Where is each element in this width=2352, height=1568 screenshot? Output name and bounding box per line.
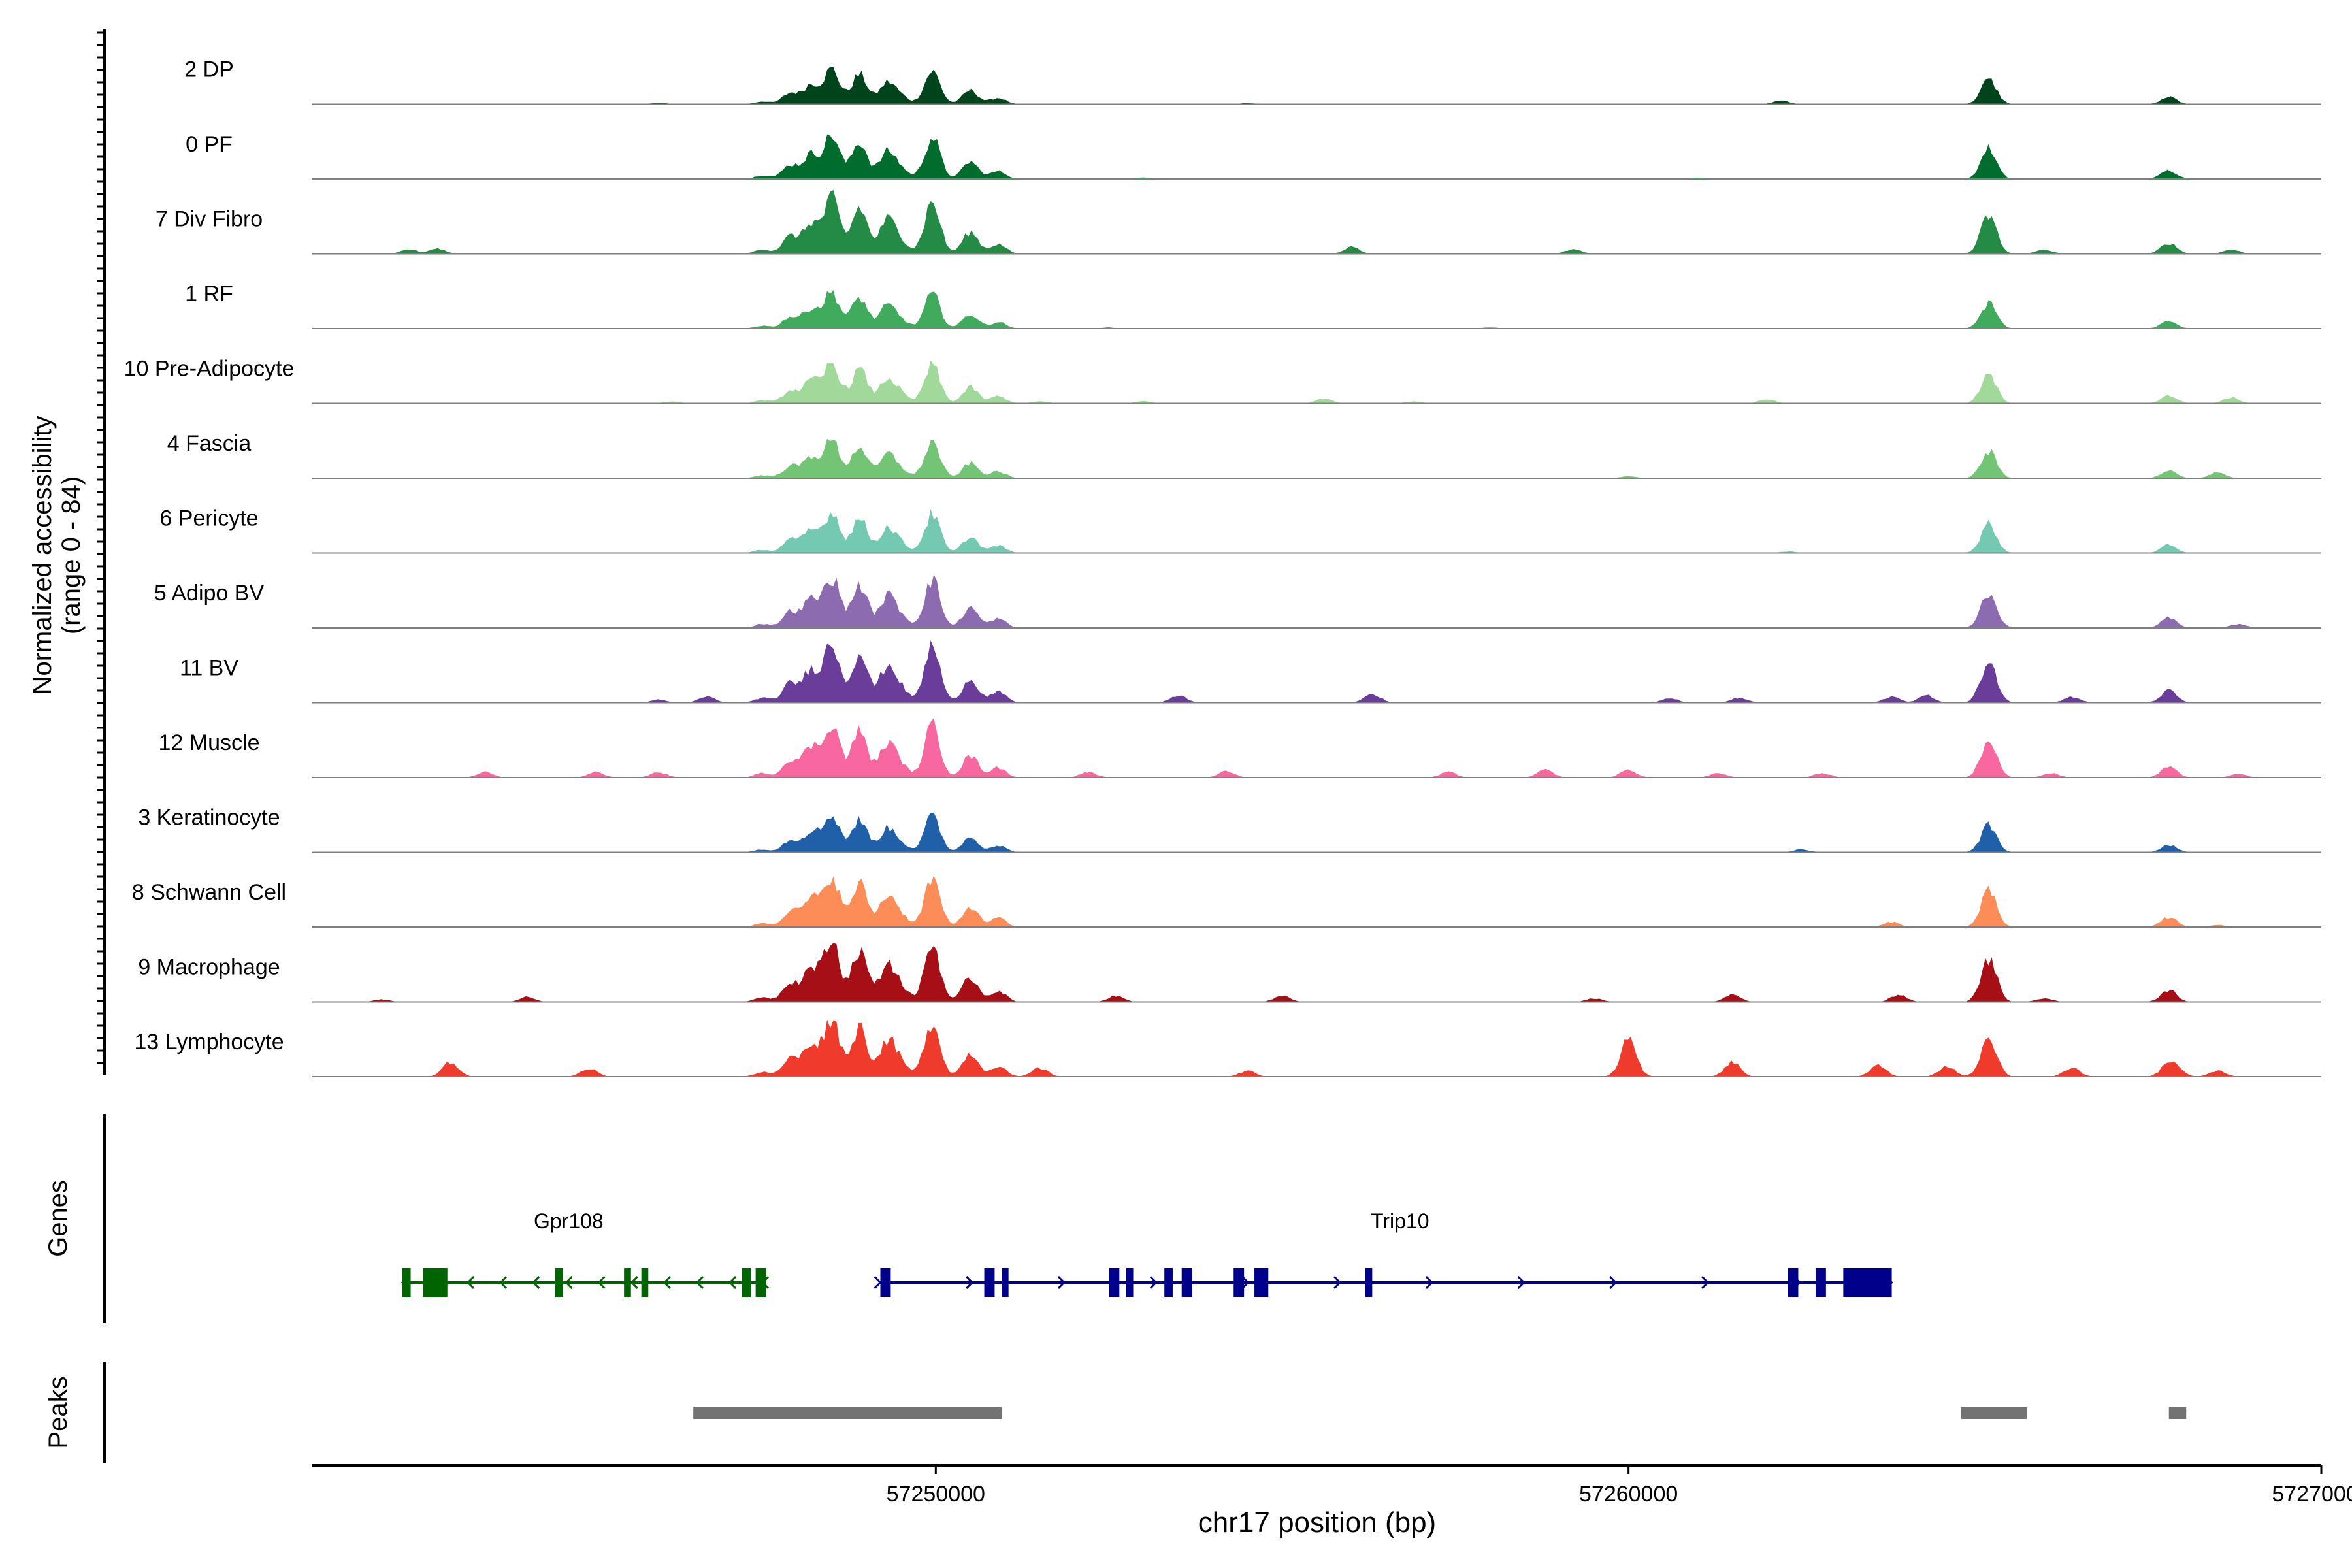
strand-arrow: [1149, 1275, 1158, 1290]
exon: [402, 1268, 411, 1297]
exon: [1164, 1268, 1173, 1297]
strand-arrow: [532, 1275, 540, 1290]
peaks-axis-label: Peaks: [44, 1376, 73, 1448]
strand-arrow: [1425, 1275, 1434, 1290]
exon: [742, 1268, 751, 1297]
coverage-area: [312, 134, 2321, 179]
coverage-area: [312, 290, 2321, 329]
track-label: 9 Macrophage: [138, 955, 280, 980]
track-label: 5 Adipo BV: [154, 581, 265, 606]
track-labels: 2 DP 0 PF 7 Div Fibro 1 RF 10 Pre-Adipocyte 4…: [124, 57, 295, 1055]
exon: [1002, 1268, 1009, 1297]
strand-arrow: [1517, 1275, 1526, 1290]
strand-arrow: [466, 1275, 475, 1290]
peak-bar: [2168, 1407, 2187, 1419]
strand-arrow: [728, 1275, 737, 1290]
x-tick-label: 57250000: [887, 1482, 985, 1507]
coverage-area: [312, 875, 2321, 927]
y-axis-label-line2: (range 0 - 84): [57, 476, 86, 634]
coverage-area: [312, 640, 2321, 703]
gene-name: Trip10: [1371, 1209, 1429, 1233]
exon: [1126, 1268, 1134, 1297]
exon: [641, 1268, 649, 1297]
genes-axis-label: Genes: [44, 1180, 73, 1257]
strand-arrow: [1333, 1275, 1342, 1290]
strand-arrow: [1241, 1275, 1250, 1290]
coverage-area: [312, 574, 2321, 628]
strand-arrow: [695, 1275, 704, 1290]
track-label: 8 Schwann Cell: [132, 880, 286, 905]
exon: [1181, 1268, 1192, 1297]
exon: [1365, 1268, 1373, 1297]
exon: [1233, 1268, 1245, 1297]
coverage-area: [312, 190, 2321, 254]
track-label: 12 Muscle: [159, 730, 260, 755]
strand-arrow: [1701, 1275, 1710, 1290]
strand-arrow: [966, 1275, 974, 1290]
exon: [1788, 1268, 1799, 1297]
x-tick-label: 57270000: [2272, 1482, 2352, 1507]
strand-arrow: [1057, 1275, 1066, 1290]
exon: [1843, 1268, 1892, 1297]
coverage-area: [312, 438, 2321, 478]
strand-arrow: [499, 1275, 508, 1290]
left-axis-ticks: [97, 31, 105, 1064]
exon: [1109, 1268, 1120, 1297]
strand-arrow: [597, 1275, 606, 1290]
x-axis-label: chr17 position (bp): [1198, 1507, 1436, 1539]
peak-bar: [1961, 1407, 2027, 1419]
track-label: 0 PF: [186, 132, 233, 157]
track-label: 6 Pericyte: [159, 506, 258, 531]
coverage-tracks: [312, 67, 2321, 1077]
track-label: 11 BV: [180, 656, 238, 681]
coverage-area: [312, 67, 2321, 105]
coverage-area: [312, 812, 2321, 853]
track-label: 4 Fascia: [167, 431, 252, 456]
track-label: 3 Keratinocyte: [138, 806, 280, 830]
gene-name: Gpr108: [534, 1209, 604, 1233]
coverage-area: [312, 508, 2321, 553]
strand-arrow: [564, 1275, 573, 1290]
exon: [624, 1268, 631, 1297]
coverage-area: [312, 718, 2321, 777]
track-label: 7 Div Fibro: [155, 207, 263, 232]
track-label: 2 DP: [184, 57, 234, 82]
strand-arrow: [630, 1275, 638, 1290]
peak-bar: [693, 1407, 1002, 1419]
x-axis-ticks: 57250000 57260000 57270000: [887, 1465, 2352, 1507]
exon: [984, 1268, 995, 1297]
y-axis-label-line1: Normalized accessibility: [28, 416, 57, 695]
peak-track: [693, 1407, 2187, 1419]
exon: [423, 1268, 448, 1297]
exon: [1815, 1268, 1826, 1297]
exon: [555, 1268, 563, 1297]
x-tick-label: 57260000: [1579, 1482, 1678, 1507]
strand-arrow: [662, 1275, 671, 1290]
gene-track: Gpr108 Trip10: [400, 1209, 1893, 1297]
track-label: 10 Pre-Adipocyte: [124, 357, 295, 382]
track-label: 1 RF: [185, 282, 233, 306]
strand-arrow: [874, 1275, 882, 1290]
exon: [880, 1268, 891, 1297]
coverage-area: [312, 1019, 2321, 1077]
strand-arrow: [1609, 1275, 1618, 1290]
exon: [755, 1268, 766, 1297]
coverage-area: [312, 360, 2321, 404]
coverage-area: [312, 943, 2321, 1002]
exon: [1254, 1268, 1269, 1297]
track-label: 13 Lymphocyte: [134, 1030, 284, 1054]
